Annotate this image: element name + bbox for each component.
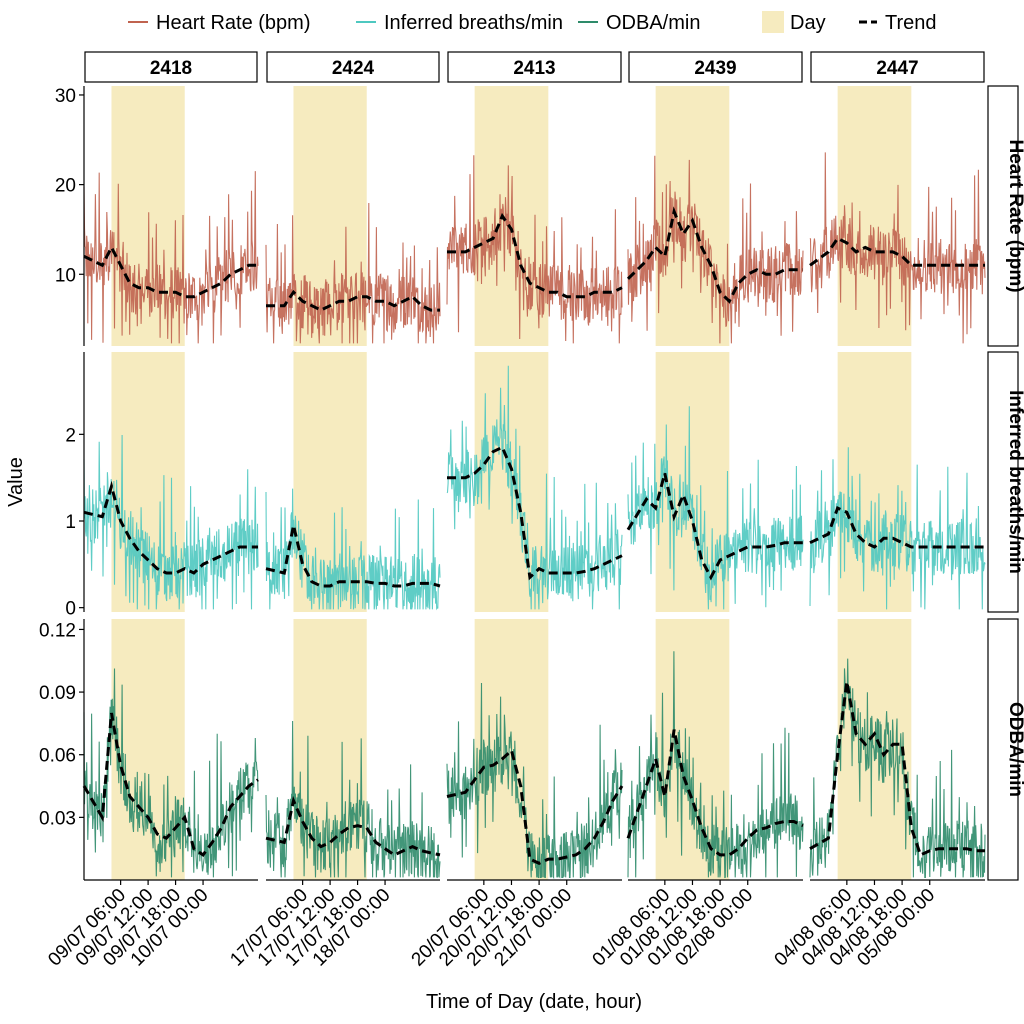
panel-2418-row-0 (83, 86, 259, 346)
trend-line (447, 212, 623, 299)
facet-strip-2447: 2447 (810, 51, 985, 83)
y-tick-label: 1 (65, 512, 76, 533)
legend: Heart Rate (bpm) Inferred breaths/min ODBA… (128, 11, 937, 34)
raw-series-line (83, 434, 259, 610)
panel-2424-row-2 (265, 619, 441, 880)
day-shading (837, 86, 912, 346)
panel-2439-row-0 (626, 86, 804, 346)
trend-line (83, 244, 258, 299)
raw-series-line (446, 682, 623, 880)
trend-line (809, 681, 985, 857)
y-tick-label: 0.06 (39, 746, 76, 767)
panel-2413-row-2 (446, 619, 624, 880)
facet-strip-box (84, 51, 258, 83)
raw-series-line (265, 488, 441, 611)
y-tick-label: 0.03 (39, 808, 76, 829)
panel-2424-row-1 (265, 352, 441, 612)
legend-label: Heart Rate (bpm) (156, 12, 311, 34)
facet-strip-label: 2413 (513, 58, 555, 79)
trend-line (447, 445, 623, 581)
facet-strip-box (266, 51, 440, 83)
row-strip-label: Heart Rate (bpm) (1005, 139, 1024, 292)
row-strip-label: Inferred breaths/min (1005, 390, 1024, 574)
legend-item: Day (762, 11, 826, 34)
legend-label: ODBA/min (606, 12, 700, 34)
row-strip-box (987, 351, 1019, 613)
facet-strip-box (447, 51, 622, 83)
panel-2447-row-1 (809, 352, 986, 612)
trend-line (83, 480, 258, 575)
facet-strip-label: 2418 (150, 58, 192, 79)
trend-line (626, 472, 803, 581)
row-strip-box (987, 618, 1019, 881)
panel-2418-row-1 (83, 352, 259, 612)
trend-line (265, 795, 441, 857)
row-strip-0: Heart Rate (bpm) (987, 85, 1024, 347)
trend-line (82, 712, 259, 857)
y-tick-label: 0 (65, 599, 76, 620)
day-shading (293, 619, 367, 880)
facet-strip-box (810, 51, 985, 83)
facet-strip-2418: 2418 (84, 51, 258, 83)
plot-area: 2418 2424 2413 2439 2447 Heart Rate (bpm) Infe… (39, 51, 1024, 971)
facet-strip-2424: 2424 (266, 51, 440, 83)
x-axis-title: Time of Day (date, hour) (426, 991, 642, 1013)
legend-label: Inferred breaths/min (384, 12, 563, 34)
panel-2413-row-1 (446, 352, 623, 612)
y-tick-label: 30 (55, 86, 76, 107)
trend-line (809, 236, 985, 267)
facet-strip-label: 2447 (876, 58, 918, 79)
y-tick-label: 0.12 (39, 620, 76, 641)
panel-2439-row-1 (626, 352, 804, 612)
legend-item: ODBA/min (578, 12, 700, 34)
facet-strip-2413: 2413 (447, 51, 622, 83)
trend-line (626, 729, 804, 857)
raw-series-line (627, 155, 804, 344)
raw-series-line (627, 651, 804, 879)
raw-series-line (446, 365, 623, 610)
y-tick-label: 0.09 (39, 683, 76, 704)
legend-key-swatch (762, 11, 784, 33)
facet-strip-label: 2424 (332, 58, 375, 79)
raw-series-line (809, 447, 986, 610)
panel-2418-row-2 (82, 619, 259, 880)
row-strip-box (987, 85, 1019, 347)
legend-label: Trend (885, 12, 937, 34)
trend-line (626, 206, 803, 304)
legend-item: Inferred breaths/min (356, 12, 563, 34)
day-shading (111, 619, 185, 880)
trend-line (265, 524, 441, 588)
panel-2447-row-0 (809, 86, 986, 346)
y-tick-label: 10 (55, 265, 76, 286)
row-strip-2: ODBA/min (987, 618, 1024, 881)
raw-series-line (627, 406, 804, 610)
raw-series-line (265, 720, 441, 879)
row-strip-label: ODBA/min (1005, 702, 1024, 797)
panel-2447-row-2 (809, 619, 986, 880)
y-tick-label: 20 (55, 176, 76, 197)
raw-series-line (809, 152, 986, 344)
row-strip-1: Inferred breaths/min (987, 351, 1024, 613)
legend-item: Trend (859, 12, 937, 34)
facet-strip-box (628, 51, 803, 83)
legend-item: Heart Rate (bpm) (128, 12, 311, 34)
facet-strip-label: 2439 (694, 58, 736, 79)
panel-2439-row-2 (626, 619, 804, 880)
panel-2424-row-0 (265, 86, 441, 346)
legend-label: Day (790, 12, 826, 34)
trend-line (266, 289, 440, 312)
facet-strip-2439: 2439 (628, 51, 803, 83)
trend-line (446, 747, 624, 865)
panel-2413-row-0 (446, 86, 623, 346)
trend-line (809, 505, 985, 549)
y-tick-label: 2 (65, 425, 76, 446)
y-axis-title: Value (5, 457, 27, 507)
raw-series-line (265, 202, 441, 344)
